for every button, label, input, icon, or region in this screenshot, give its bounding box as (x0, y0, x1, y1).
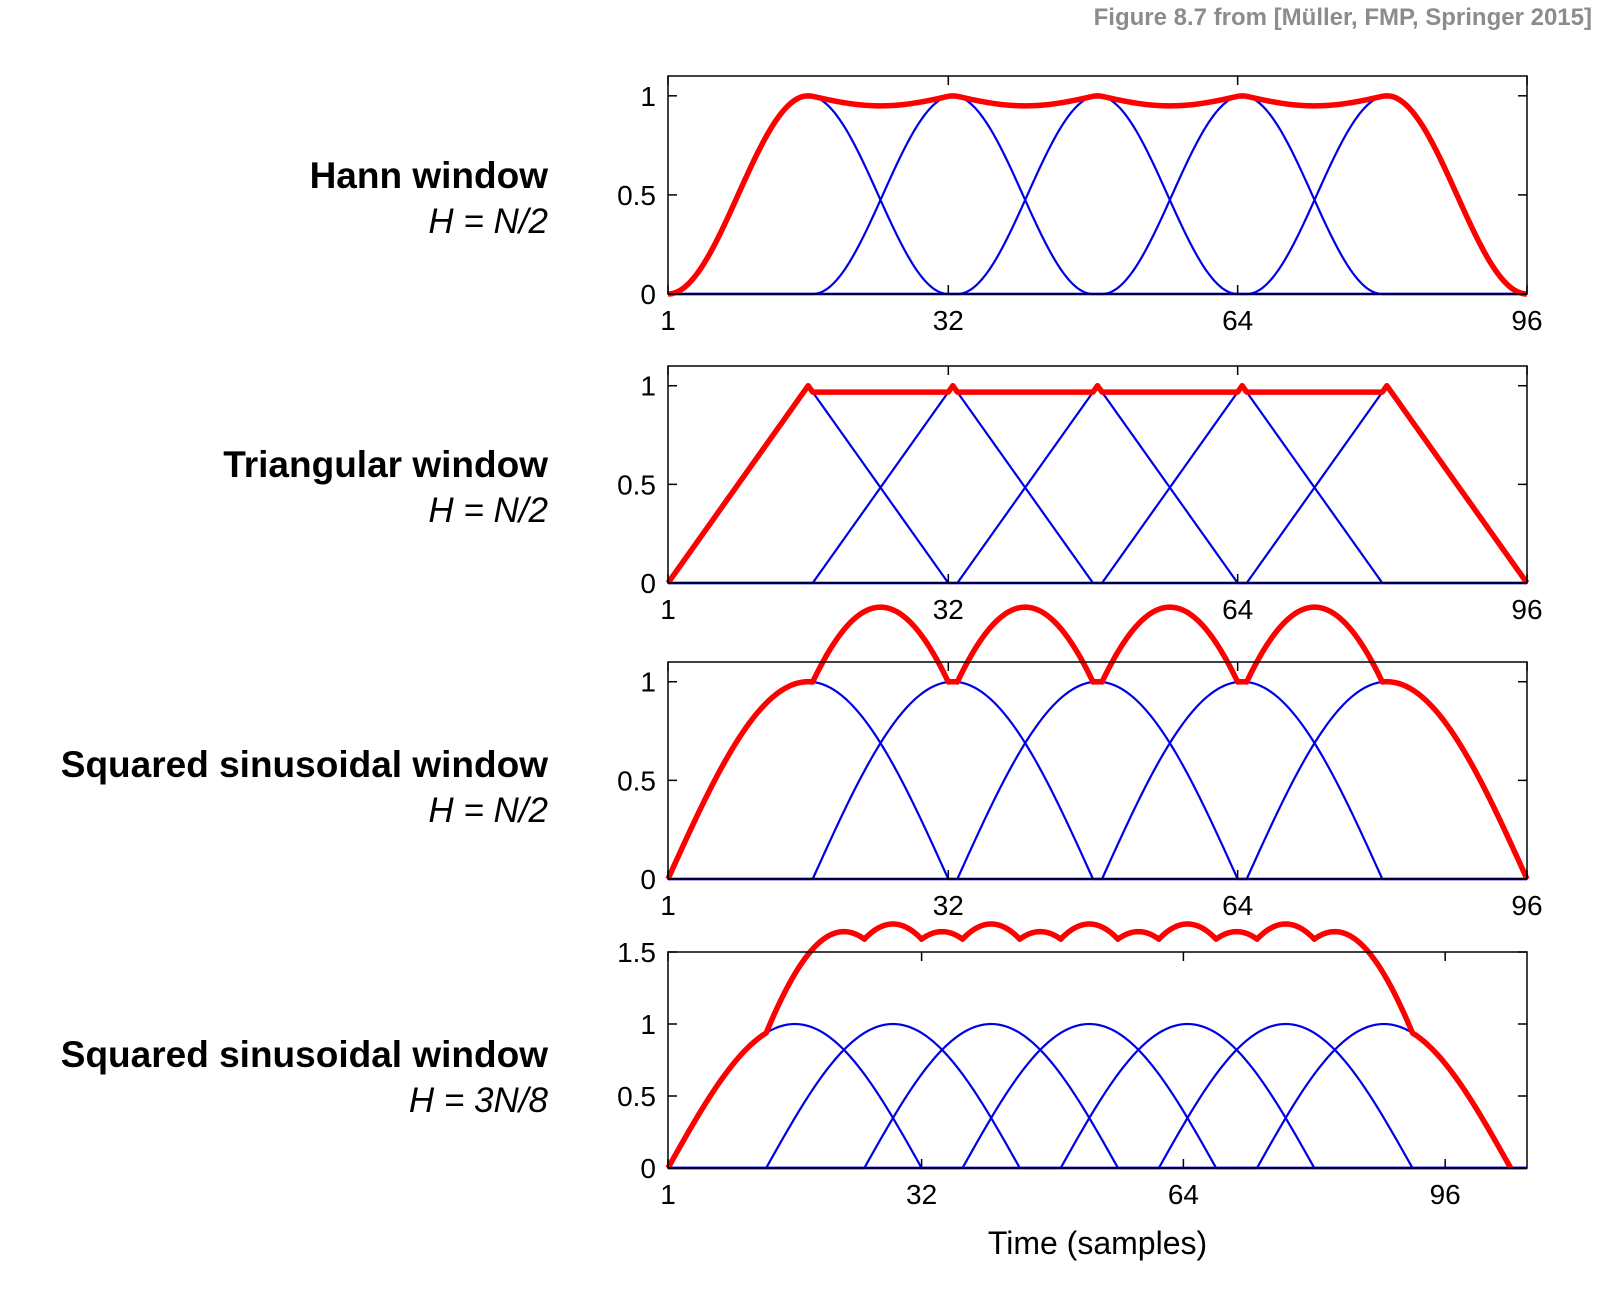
panel-hop-size: H = N/2 (428, 791, 548, 830)
window-curve (668, 94, 1527, 296)
window-curve (668, 383, 1527, 585)
x-tick-label: 1 (660, 890, 676, 921)
x-tick-label: 64 (1222, 594, 1253, 625)
y-tick-label: 0 (640, 568, 656, 599)
y-tick-label: 0 (640, 279, 656, 310)
window-curve (667, 1022, 1527, 1170)
panel-hop-size: H = N/2 (428, 491, 548, 530)
panel-label-4: Squared sinusoidal window H = 3N/8 (61, 1032, 548, 1124)
x-axis-label: Time (samples) (988, 1225, 1207, 1261)
window-curve (668, 680, 1527, 881)
axes-frame (667, 661, 1528, 880)
y-tick-label: 1 (640, 667, 656, 698)
y-tick-label: 1 (640, 371, 656, 402)
y-tick-label: 0.5 (617, 469, 656, 500)
window-curve (667, 383, 1527, 585)
window-curve (667, 94, 1527, 296)
window-curve (668, 1022, 1527, 1170)
x-tick-label: 1 (660, 305, 676, 336)
y-tick-label: 0 (640, 1153, 656, 1184)
y-tick-label: 0 (640, 864, 656, 895)
y-tick-label: 0.5 (617, 180, 656, 211)
x-tick-label: 32 (933, 890, 964, 921)
x-tick-label: 1 (660, 594, 676, 625)
x-tick-label: 96 (1511, 305, 1542, 336)
x-tick-label: 32 (933, 305, 964, 336)
panel-title: Squared sinusoidal window (60, 744, 548, 785)
panel-title: Triangular window (223, 444, 548, 485)
window-curve (666, 680, 1527, 881)
sum-curve (665, 604, 1530, 881)
axes-frame (667, 951, 1528, 1169)
panel-hop-size: H = 3N/8 (408, 1081, 548, 1120)
window-curve (668, 94, 1527, 296)
window-curve (668, 1022, 1527, 1170)
x-tick-label: 96 (1511, 890, 1542, 921)
window-curve (668, 680, 1529, 881)
panel-label-2: Triangular window H = N/2 (223, 442, 548, 534)
chart-panel: 1 32 64 96 0 0.5 1 (617, 365, 1543, 625)
panel-title: Hann window (309, 155, 548, 196)
sum-curve (667, 93, 1528, 297)
x-tick-label: 1 (660, 1179, 676, 1210)
x-tick-label: 32 (906, 1179, 937, 1210)
y-tick-label: 1.5 (617, 937, 656, 968)
x-tick-label: 64 (1222, 890, 1253, 921)
chart-panel: 1 32 64 96 0 0.5 1 (617, 75, 1543, 336)
panel-title: Squared sinusoidal window (60, 1034, 548, 1075)
y-tick-label: 1 (640, 1009, 656, 1040)
axes-frame (667, 75, 1528, 295)
window-curve (668, 680, 1527, 881)
window-curve (668, 680, 1527, 881)
axes-frame (667, 365, 1528, 584)
chart-panel: 1 32 64 96 0 0.5 1 1.5 Time (samples) (617, 921, 1528, 1261)
window-curve (668, 1022, 1527, 1170)
y-tick-label: 0.5 (617, 1081, 656, 1112)
x-tick-label: 96 (1430, 1179, 1461, 1210)
panel-label-3: Squared sinusoidal window H = N/2 (61, 742, 548, 834)
sum-curve (665, 921, 1514, 1170)
window-curve (668, 383, 1528, 585)
window-curve (668, 1022, 1527, 1170)
window-curve (668, 94, 1528, 296)
sum-curve (665, 382, 1530, 585)
window-curve (668, 1022, 1527, 1170)
y-tick-label: 1 (640, 81, 656, 112)
x-tick-label: 64 (1168, 1179, 1199, 1210)
window-curve (668, 383, 1527, 585)
x-tick-label: 32 (933, 594, 964, 625)
window-curve (668, 1022, 1527, 1170)
panel-label-1: Hann window H = N/2 (310, 153, 548, 245)
chart-panel: 1 32 64 96 0 0.5 1 (617, 604, 1543, 921)
window-curve (668, 383, 1527, 585)
window-curve (668, 94, 1527, 296)
y-tick-label: 0.5 (617, 765, 656, 796)
x-tick-label: 64 (1222, 305, 1253, 336)
figure-credit: Figure 8.7 from [Müller, FMP, Springer 2… (1093, 4, 1592, 31)
x-tick-label: 96 (1511, 594, 1542, 625)
panel-hop-size: H = N/2 (428, 202, 548, 241)
